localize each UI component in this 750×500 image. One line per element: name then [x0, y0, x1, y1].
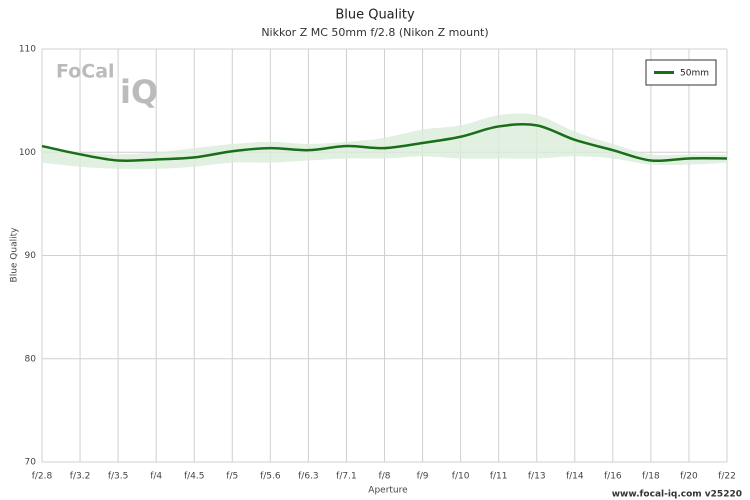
x-tick-label: f/2.8 [32, 472, 53, 482]
x-tick-label: f/4.5 [184, 472, 205, 482]
x-tick-label: f/3.5 [108, 472, 129, 482]
series-line [41, 122, 728, 163]
logo-text: FoCal [56, 61, 115, 83]
y-axis-label: Blue Quality [10, 227, 20, 283]
x-tick-label: f/4 [150, 472, 162, 482]
footer: www.focal-iq.com v25220 [612, 490, 742, 500]
x-tick-label: f/18 [642, 472, 660, 482]
y-tick-label: 100 [19, 148, 36, 158]
x-tick-label: f/5 [226, 472, 238, 482]
x-tick-label: f/9 [417, 472, 429, 482]
y-tick-label: 110 [19, 45, 36, 55]
x-tick-label: f/8 [379, 472, 391, 482]
x-tick-label: f/10 [452, 472, 470, 482]
x-axis-label: Aperture [368, 486, 408, 496]
x-tick-label: f/16 [604, 472, 622, 482]
chart-title: Blue Quality [335, 8, 415, 23]
y-tick-label: 80 [25, 354, 37, 364]
plot: 70 80 90 100 110 f/2.8 f/3.2 f/3.5 f/4 f/4.5 f/5 f/… [19, 45, 736, 482]
legend-label: 50mm [680, 69, 709, 79]
x-tick-label: f/6.3 [298, 472, 319, 482]
x-tick-label: f/11 [490, 472, 508, 482]
logo-text: iQ [120, 73, 158, 111]
x-tick-label: f/20 [680, 472, 698, 482]
x-tick-label: f/22 [718, 472, 736, 482]
x-tick-label: f/3.2 [70, 472, 91, 482]
x-tick-label: f/5.6 [260, 472, 281, 482]
x-tick-label: f/7.1 [336, 472, 357, 482]
chart-subtitle: Nikkor Z MC 50mm f/2.8 (Nikon Z mount) [261, 26, 488, 39]
x-tick-label: f/13 [528, 472, 546, 482]
x-tick-label: f/14 [566, 472, 584, 482]
y-tick-label: 90 [25, 251, 37, 261]
y-tick-label: 70 [25, 458, 37, 468]
